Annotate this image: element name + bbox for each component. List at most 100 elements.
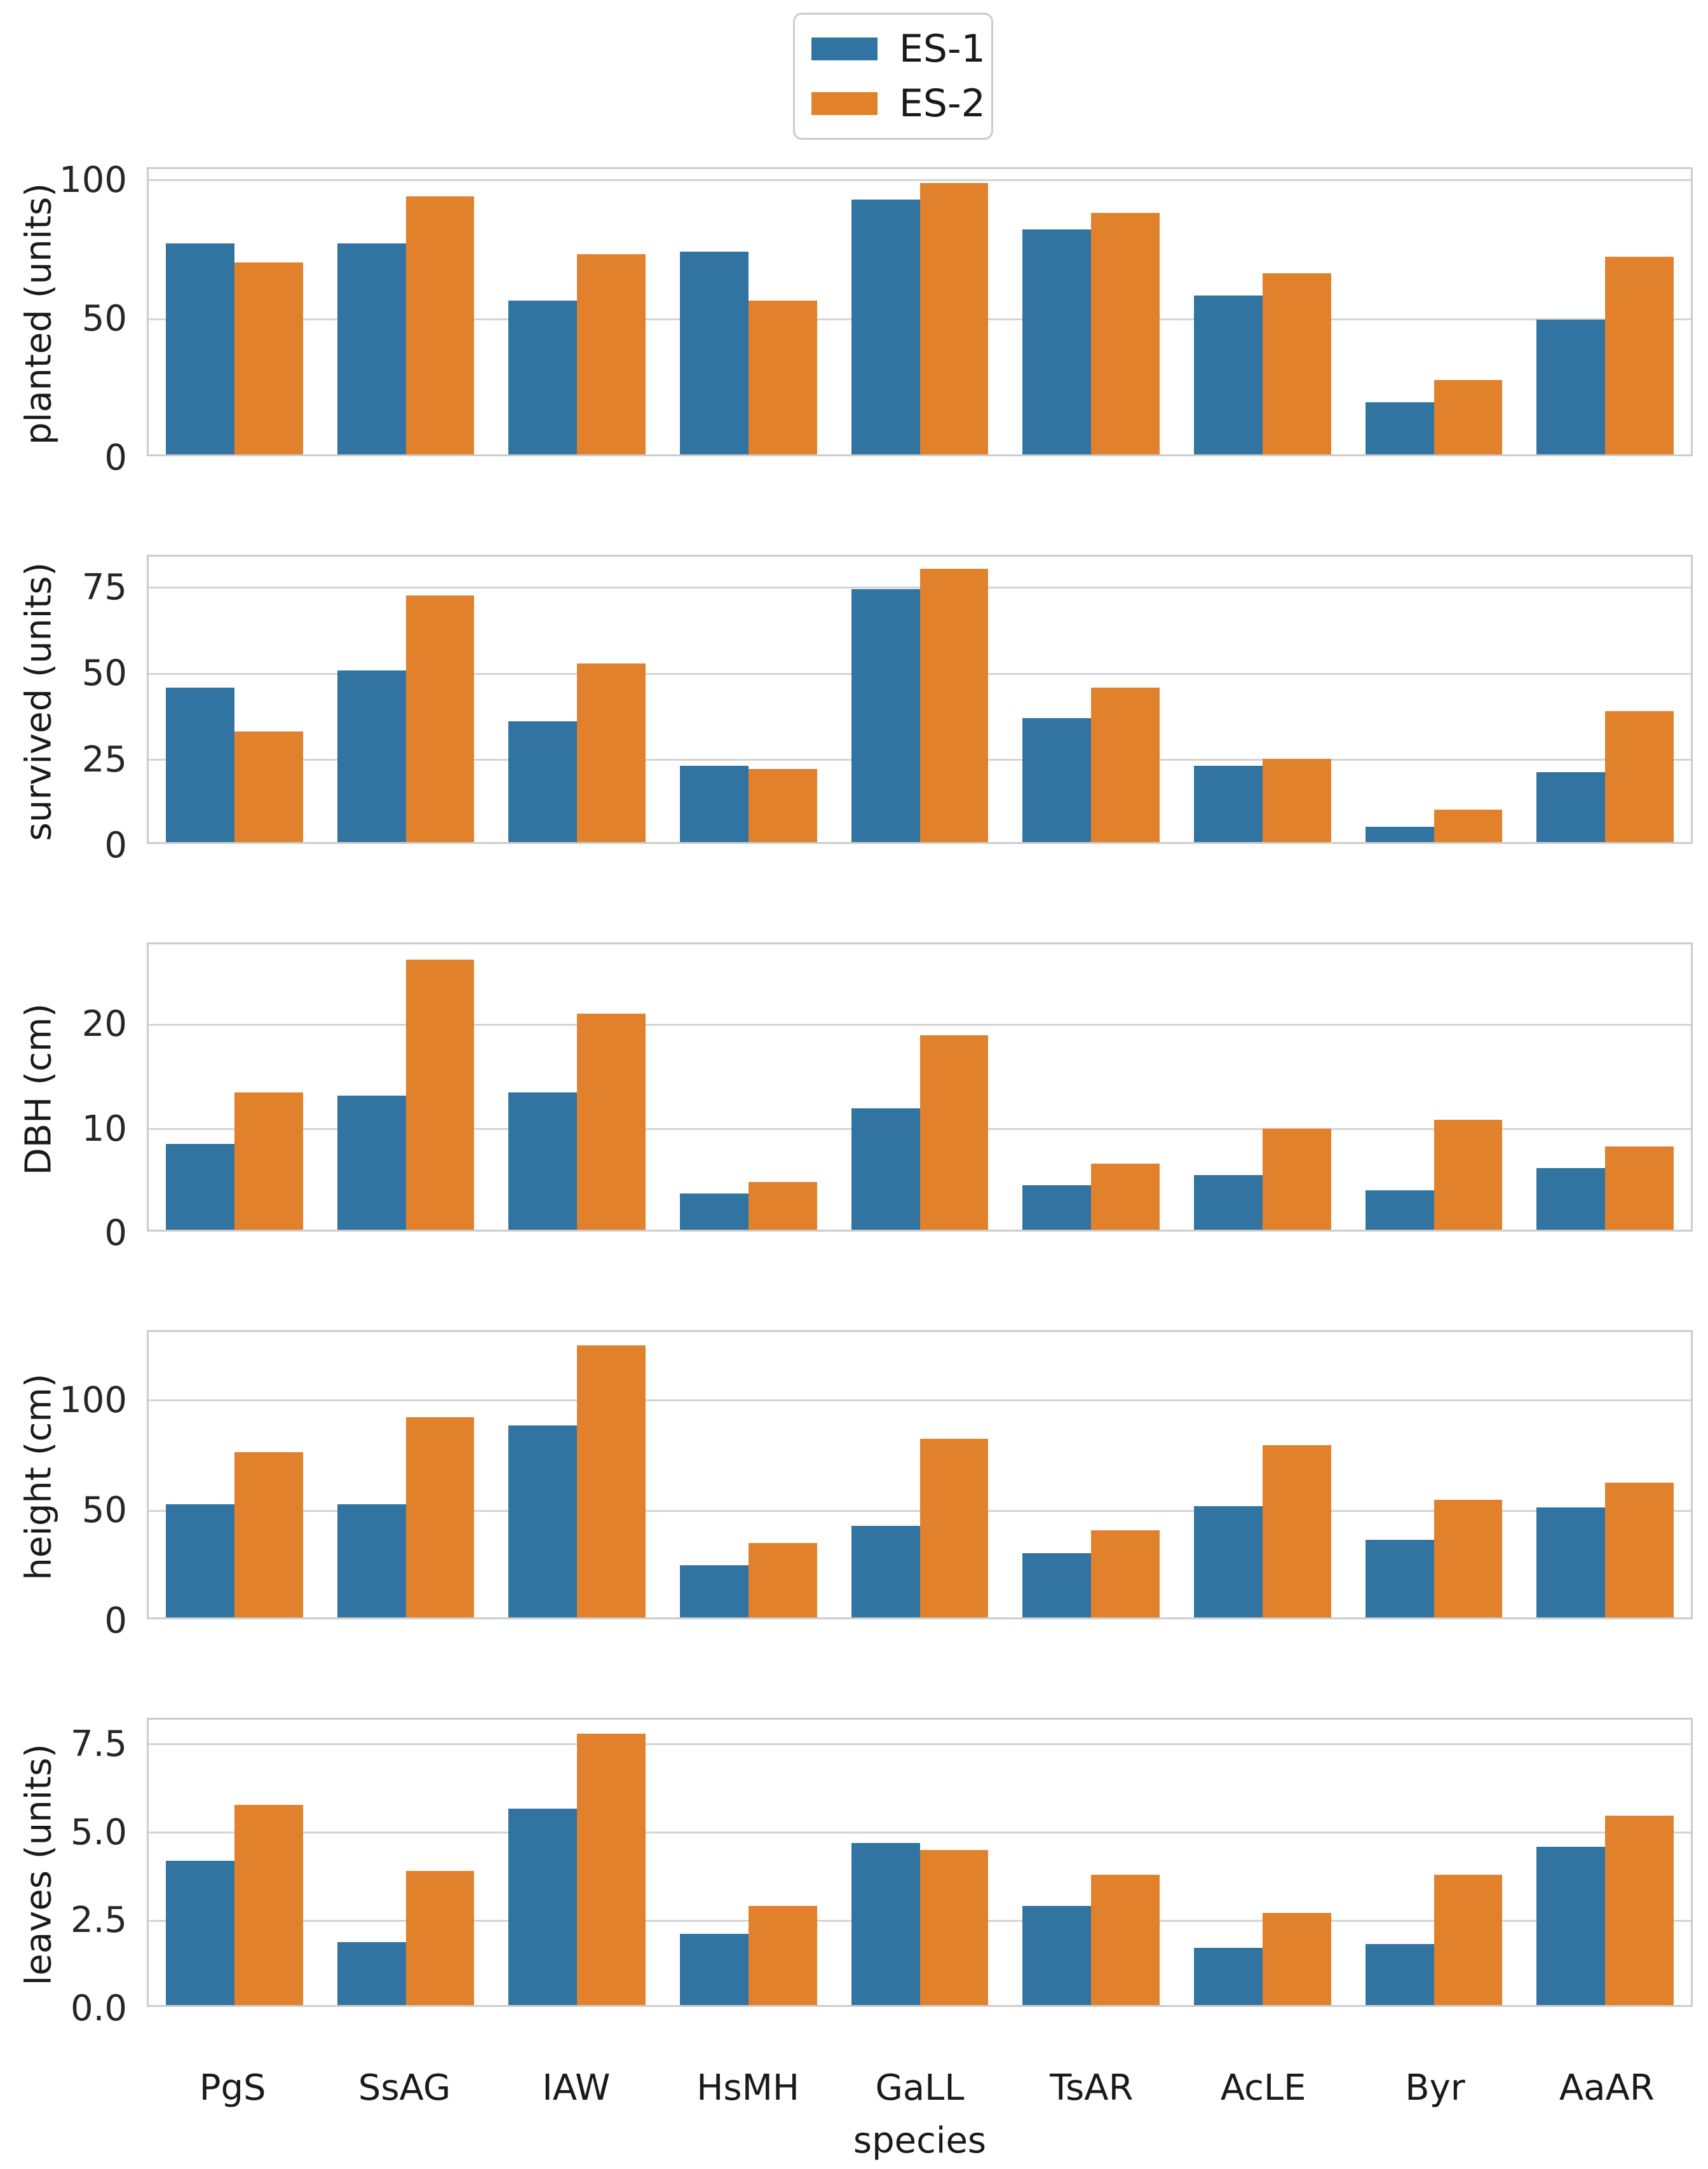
gridline-y5.0	[149, 1832, 1691, 1834]
bar-ES-1-HsMH	[679, 1933, 749, 2005]
y-tick-label: 0	[104, 825, 127, 866]
bar-group-GaLL	[834, 557, 1006, 842]
bar-ES-2-Byr	[1434, 1119, 1503, 1230]
bar-ES-2-AcLE	[1262, 1445, 1331, 1617]
gridline-y7.5	[149, 1743, 1691, 1746]
bars-layer	[149, 944, 1691, 1230]
bar-ES-2-PgS	[234, 1092, 303, 1230]
bar-ES-2-AcLE	[1262, 1912, 1331, 2005]
bar-ES-1-IAW	[508, 1425, 578, 1617]
bar-group-AaAR	[1519, 944, 1691, 1230]
bar-group-HsMH	[663, 944, 834, 1230]
bar-ES-2-TsAR	[1091, 1164, 1160, 1230]
y-tick-label: 7.5	[70, 1723, 127, 1765]
bar-ES-1-SsAG	[337, 1942, 406, 2005]
bar-ES-2-TsAR	[1091, 1530, 1160, 1617]
bar-ES-2-TsAR	[1091, 1874, 1160, 2005]
panel-planted: 0 50 100 planted (units)	[18, 162, 1693, 476]
y-axis-label-survived: survived (units)	[18, 562, 60, 841]
y-tick-label: 50	[81, 1490, 127, 1532]
bar-ES-1-IAW	[508, 1808, 578, 2005]
bar-group-TsAR	[1005, 1332, 1177, 1617]
y-tick-label: 50	[81, 653, 127, 695]
bar-group-IAW	[491, 944, 663, 1230]
bars-layer	[149, 1720, 1691, 2005]
bar-group-GaLL	[834, 1332, 1006, 1617]
bar-ES-1-AaAR	[1536, 320, 1606, 454]
bar-ES-2-GaLL	[919, 568, 989, 842]
bar-ES-2-Byr	[1434, 810, 1503, 842]
legend-label-es2: ES-2	[899, 81, 986, 126]
bar-group-SsAG	[320, 169, 492, 454]
bars-layer	[149, 1332, 1691, 1617]
bars-layer	[149, 169, 1691, 454]
bar-group-AaAR	[1519, 169, 1691, 454]
bar-group-IAW	[491, 1720, 663, 2005]
bar-ES-1-GaLL	[851, 1526, 920, 1617]
bar-group-GaLL	[834, 944, 1006, 1230]
bar-group-IAW	[491, 169, 663, 454]
bar-group-IAW	[491, 557, 663, 842]
panel-DBH: 0 10 20 DBH (cm)	[18, 942, 1693, 1251]
y-tick-label: 0	[104, 1213, 127, 1254]
bar-ES-1-AcLE	[1194, 1947, 1263, 2005]
bar-group-Byr	[1348, 1332, 1520, 1617]
bar-group-Byr	[1348, 944, 1520, 1230]
bar-group-Byr	[1348, 557, 1520, 842]
panel-height: 0 50 100 height (cm)	[18, 1330, 1693, 1639]
x-tick-label-AaAR: AaAR	[1559, 2067, 1655, 2109]
y-tick-label: 100	[59, 159, 127, 201]
bar-ES-1-Byr	[1365, 1190, 1434, 1230]
y-tick-label: 2.5	[70, 1900, 127, 1941]
y-tick-label: 20	[81, 1003, 127, 1045]
bar-ES-1-AaAR	[1536, 1507, 1606, 1617]
bar-ES-1-HsMH	[679, 1565, 749, 1617]
bar-ES-1-SsAG	[337, 670, 406, 842]
y-tick-label: 0.0	[70, 1988, 127, 2029]
bar-ES-2-SsAG	[405, 595, 475, 842]
bar-group-Byr	[1348, 169, 1520, 454]
bar-group-TsAR	[1005, 557, 1177, 842]
bar-group-HsMH	[663, 1332, 834, 1617]
bar-ES-2-PgS	[234, 1452, 303, 1617]
bar-ES-2-SsAG	[405, 1871, 475, 2005]
bar-ES-1-IAW	[508, 721, 578, 842]
bar-group-AcLE	[1177, 169, 1348, 454]
bar-ES-2-AaAR	[1605, 711, 1674, 842]
bar-ES-1-SsAG	[337, 1096, 406, 1230]
bar-ES-2-PgS	[234, 731, 303, 842]
x-tick-label-PgS: PgS	[199, 2067, 266, 2109]
bar-ES-2-AaAR	[1605, 1815, 1674, 2005]
x-tick-label-GaLL: GaLL	[875, 2067, 965, 2109]
bar-ES-1-Byr	[1365, 826, 1434, 842]
y-tick-label: 0	[104, 1600, 127, 1642]
bar-ES-1-IAW	[508, 301, 578, 454]
bar-ES-1-PgS	[165, 243, 234, 454]
panel-survived: 0 25 50 75 survived (units)	[18, 555, 1693, 864]
y-tick-label: 50	[81, 298, 127, 340]
bar-ES-1-GaLL	[851, 588, 920, 842]
x-tick-label-SsAG: SsAG	[358, 2067, 451, 2109]
bar-group-Byr	[1348, 1720, 1520, 2005]
bar-ES-2-HsMH	[748, 1905, 817, 2005]
bar-group-AaAR	[1519, 1332, 1691, 1617]
bar-ES-1-PgS	[165, 1860, 234, 2005]
x-tick-label-AcLE: AcLE	[1220, 2067, 1306, 2109]
bar-ES-1-Byr	[1365, 1944, 1434, 2005]
bar-ES-2-IAW	[577, 663, 646, 842]
legend: ES-1 ES-2	[793, 13, 993, 140]
bar-ES-1-TsAR	[1022, 1185, 1092, 1230]
bar-ES-2-PgS	[234, 1805, 303, 2005]
bar-ES-2-IAW	[577, 1345, 646, 1617]
bar-ES-2-GaLL	[919, 1850, 989, 2005]
bar-ES-1-AcLE	[1194, 1175, 1263, 1230]
bar-group-PgS	[149, 557, 320, 842]
bar-ES-2-AaAR	[1605, 1146, 1674, 1230]
bar-ES-1-TsAR	[1022, 1553, 1092, 1617]
bar-group-GaLL	[834, 1720, 1006, 2005]
bar-ES-2-HsMH	[748, 301, 817, 454]
bar-group-AcLE	[1177, 557, 1348, 842]
y-tick-label: 100	[59, 1379, 127, 1421]
bar-group-HsMH	[663, 169, 834, 454]
es2-color-swatch	[811, 92, 878, 115]
